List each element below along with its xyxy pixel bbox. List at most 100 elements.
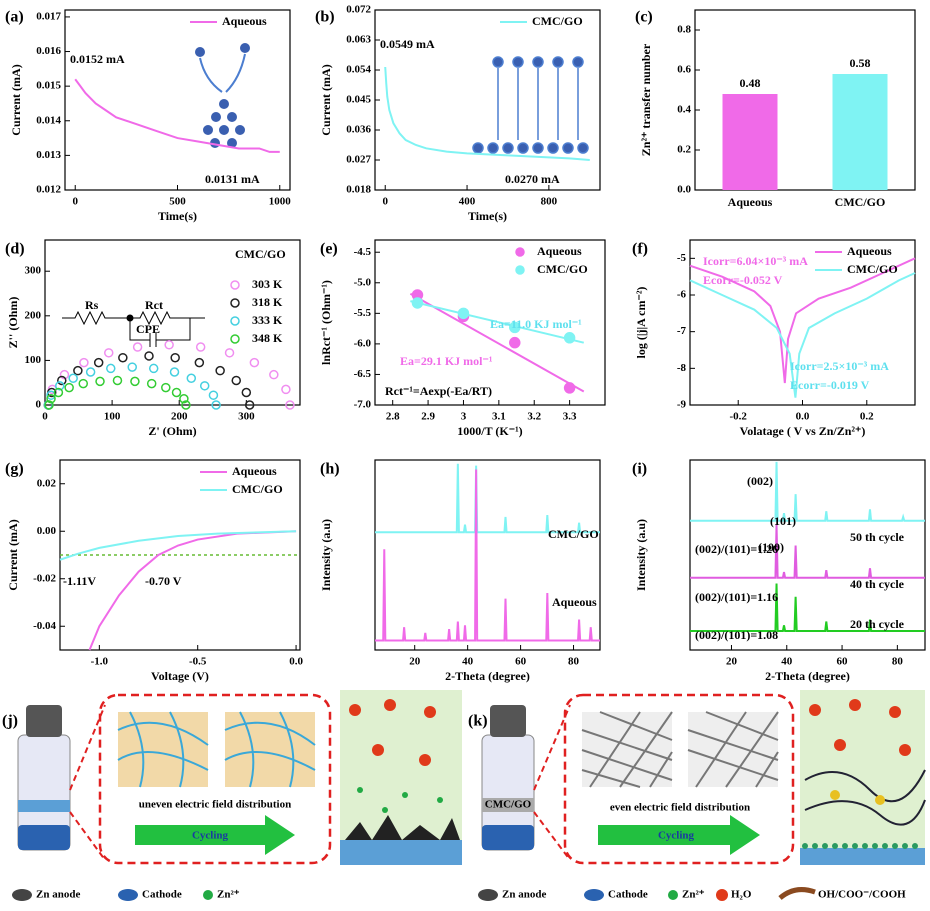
x-axis-label: 2-Theta (degree) [445,669,530,683]
series-label: 20 th cycle [850,617,905,631]
annotation: (002)/(101)=1.16 [695,590,778,604]
point [148,363,159,374]
annotation: (002)/(101)=1.26 [695,542,778,556]
legend-text: Zn²⁺ [682,889,705,901]
point [106,363,116,374]
y-tick-label: -7 [677,325,687,337]
panel-label: (h) [320,461,340,478]
legend-text: 333 K [252,313,283,327]
panel-label: (f) [632,241,648,258]
legend-text: Aqueous [232,464,277,478]
point [64,382,74,393]
legend-text: Zn anode [502,889,546,901]
x-tick-label: 0 [382,196,388,208]
y-tick-label: 0.015 [36,80,61,92]
point [249,357,260,368]
point [78,378,88,389]
panel-label: (k) [468,713,488,730]
x-tick-label: 3.3 [563,411,577,423]
y-tick-label: 0.00 [37,525,57,537]
x-tick-label: 400 [459,196,476,208]
point [224,348,235,358]
annotation: CPE [136,322,160,336]
point [132,342,143,352]
y-tick-label: 0.013 [36,149,61,161]
point [208,390,219,400]
caption: uneven electric field distribution [139,799,291,811]
point [95,376,105,387]
x-axis-label: 1000/T (K⁻¹) [457,424,522,438]
x-tick-label: 200 [171,411,188,423]
legend-marker [230,298,240,308]
x-tick-label: 3.1 [492,411,506,423]
x-axis-label: 2-Theta (degree) [765,669,850,683]
legend-marker [230,280,240,290]
point [199,381,210,391]
series-line [690,524,925,579]
point [130,376,140,387]
separator-label: CMC/GO [485,799,532,811]
point [509,336,521,349]
y-tick-label: -6.5 [354,368,372,380]
y-axis-label: Current (mA) [6,519,20,590]
x-tick-label: 80 [568,656,580,668]
legend-text: H₂O [731,889,752,901]
annotation: -0.70 V [145,574,182,588]
point [170,352,180,363]
point [269,369,279,380]
y-tick-label: 0.016 [36,45,61,57]
series-line [690,461,925,522]
point [231,375,241,386]
legend-marker [230,334,240,344]
x-axis-label: Time(s) [158,209,197,223]
point [118,352,128,363]
annotation: (002) [747,474,773,488]
point [146,378,157,389]
x-axis-label: Z' (Ohm) [148,424,196,438]
series-label: 50 th cycle [850,530,905,544]
x-tick-label: 80 [892,656,904,668]
annotation: -1.11V [63,574,96,588]
x-tick-label: 300 [238,411,255,423]
legend-text: 348 K [252,331,283,345]
y-tick-label: 100 [25,354,42,366]
annotation: Rct⁻¹=Aexp(-Ea/RT) [385,384,492,398]
point [59,369,70,380]
y-tick-label: 0.072 [346,4,371,16]
annotation: Ecorr=-0.019 V [790,378,870,392]
annotation: (100) [758,540,784,554]
series-line [690,583,925,632]
legend-text: Aqueous [847,244,892,258]
point [85,367,96,377]
legend-marker [515,247,525,257]
y-tick-label: 0.4 [677,104,691,116]
arrow-label: Cycling [658,830,695,842]
x-tick-label: 0.2 [860,411,874,423]
y-tick-label: -7.0 [354,399,372,411]
point [93,357,104,368]
x-tick-label: 40 [462,656,474,668]
x-tick-label: -1.0 [91,656,109,668]
point [68,373,78,383]
y-tick-label: 0 [36,399,42,411]
annotation: Icorr=6.04×10⁻³ mA [703,254,808,268]
x-tick-label: 100 [104,411,121,423]
point [215,365,225,376]
x-tick-label: -0.5 [189,656,207,668]
y-tick-label: -9 [677,399,687,411]
x-tick-label: 0.0 [796,411,810,423]
point [44,400,54,410]
plot-frame [374,239,606,406]
series-line [375,463,600,534]
schematic-k: (k) CMC/GO even electric field distribut… [468,690,926,901]
panel-label: (g) [5,461,24,478]
y-tick-label: -0.04 [33,620,56,632]
plot-frame [44,239,301,406]
schematic-j: (j) uneven electric field distribution C… [2,690,462,901]
point [73,365,83,376]
x-tick-label: 0 [42,411,48,423]
y-axis-label: Z'' (Ohm) [6,297,20,349]
x-tick-label: CMC/GO [835,195,886,209]
annotation: 0.0270 mA [505,172,560,186]
inset-a [195,43,250,148]
